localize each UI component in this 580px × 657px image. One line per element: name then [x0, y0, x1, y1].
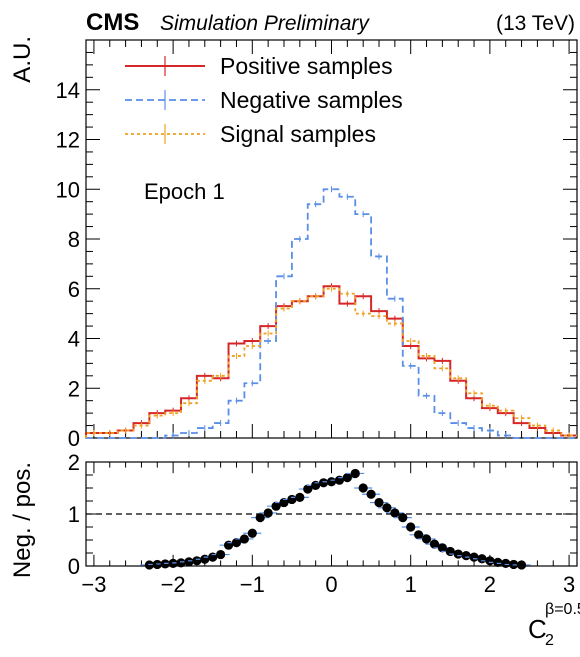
- ratio-point: [311, 480, 321, 490]
- ratio-point: [192, 556, 202, 566]
- ratio-point: [398, 513, 408, 523]
- ratio-point: [216, 549, 226, 560]
- ratio-point: [516, 560, 527, 570]
- ratio-point: [414, 530, 424, 540]
- main-ylabel: A.U.: [9, 36, 36, 83]
- main-ytick-label: 6: [68, 277, 80, 302]
- ratio-ytick-label: 1: [68, 502, 80, 527]
- legend-label: Positive samples: [220, 53, 393, 79]
- ratio-point: [303, 484, 313, 494]
- ratio-point: [350, 468, 360, 479]
- ratio-point: [231, 538, 242, 548]
- ratio-ytick-label: 2: [68, 450, 80, 475]
- ratio-point: [437, 543, 447, 553]
- annotation-epoch: Epoch 1: [144, 179, 225, 204]
- ratio-point: [406, 522, 416, 532]
- main-plot: 0 2 4 6 8 10 12 14: [56, 39, 578, 451]
- ratio-xlabel-sup: β=0.5: [545, 601, 580, 618]
- ratio-point: [382, 503, 392, 513]
- ratio-point: [271, 501, 281, 511]
- ratio-xtick-label: −1: [240, 572, 265, 597]
- ratio-point: [342, 473, 352, 483]
- main-ytick-label: 10: [56, 177, 80, 202]
- ratio-plot: −3 −2 −1 0 1 2 3 0 1 2: [68, 450, 578, 597]
- ratio-point: [263, 508, 273, 518]
- ratio-xlabel-main: C: [528, 614, 547, 644]
- main-ytick-label: 14: [56, 78, 80, 103]
- ratio-point: [200, 554, 210, 564]
- ratio-ylabel: Neg. / pos.: [9, 462, 36, 578]
- ratio-point: [287, 494, 297, 505]
- ratio-point: [176, 558, 186, 568]
- ratio-xtick-label: −3: [81, 572, 106, 597]
- header-energy: (13 TeV): [496, 12, 575, 35]
- ratio-point: [223, 540, 234, 550]
- main-ytick-label: 0: [68, 426, 80, 451]
- ratio-point: [501, 558, 511, 569]
- main-ytick-label: 2: [68, 376, 80, 401]
- ratio-xtick-label: 3: [563, 572, 575, 597]
- legend-label: Signal samples: [220, 121, 376, 147]
- ratio-point: [429, 539, 440, 549]
- ratio-point: [477, 554, 487, 564]
- header-status: Simulation Preliminary: [160, 12, 370, 35]
- ratio-point: [295, 492, 305, 502]
- ratio-point: [390, 508, 400, 518]
- ratio-point: [374, 497, 384, 508]
- ratio-point: [239, 534, 249, 544]
- ratio-xtick-label: 2: [484, 572, 496, 597]
- ratio-point: [485, 556, 495, 566]
- legend-label: Negative samples: [220, 87, 403, 113]
- ratio-point: [318, 478, 329, 488]
- ratio-point: [421, 534, 432, 544]
- ratio-point: [461, 551, 471, 561]
- ratio-point: [184, 557, 194, 567]
- ratio-ytick-label: 0: [68, 554, 80, 579]
- ratio-point: [247, 528, 257, 538]
- hist-dashed-series: [86, 188, 577, 439]
- hist-dotted-series: [85, 287, 577, 438]
- ratio-point: [453, 549, 463, 559]
- ratio-point: [326, 477, 337, 487]
- ratio-point: [208, 552, 218, 562]
- main-ytick-label: 8: [68, 227, 80, 252]
- ratio-point: [255, 513, 265, 523]
- ratio-xtick-label: 1: [405, 572, 417, 597]
- ratio-point: [366, 489, 376, 499]
- ratio-point: [445, 546, 455, 557]
- ratio-xtick-label: 0: [325, 572, 337, 597]
- ratio-xtick-label: −2: [161, 572, 186, 597]
- ratio-xlabel-sub: 2: [545, 632, 554, 649]
- ratio-point: [279, 497, 289, 508]
- legend: Positive samples Negative samples Signal s…: [125, 53, 403, 147]
- ratio-point: [493, 557, 503, 567]
- ratio-point: [469, 552, 479, 562]
- ratio-point: [358, 483, 368, 493]
- main-ytick-label: 4: [68, 327, 80, 352]
- ratio-point: [334, 475, 345, 485]
- ratio-xlabel: C β=0.5 2: [528, 601, 580, 649]
- main-ytick-label: 12: [56, 128, 80, 153]
- header-experiment: CMS: [86, 9, 139, 36]
